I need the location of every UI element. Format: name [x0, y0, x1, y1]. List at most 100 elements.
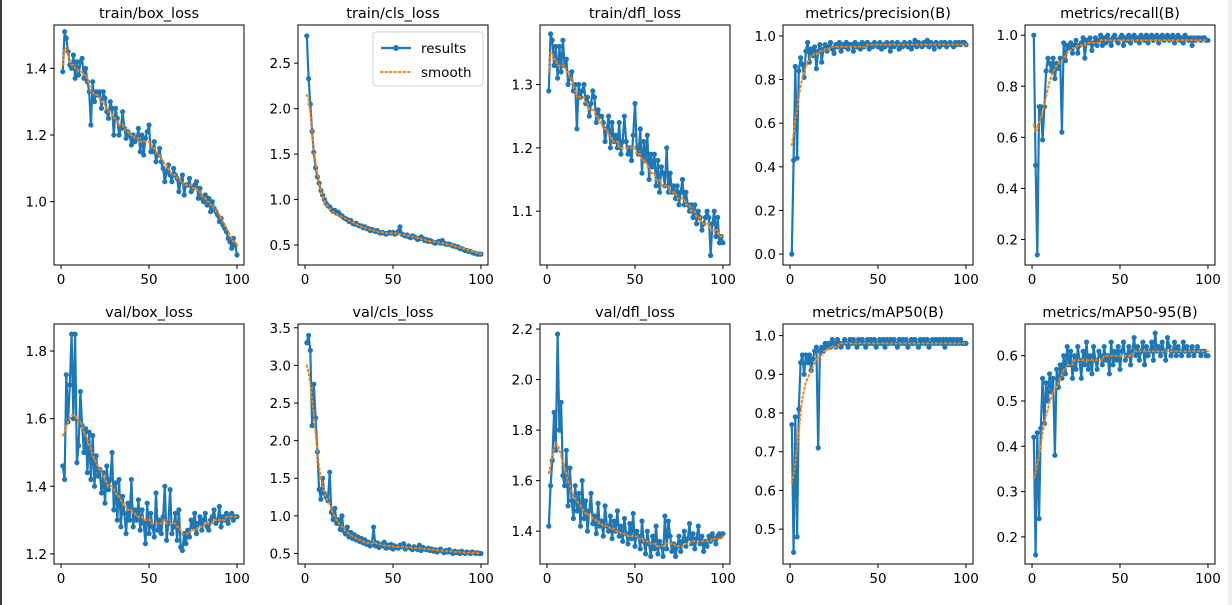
results-point	[158, 531, 164, 537]
results-point	[660, 170, 666, 176]
results-point	[664, 546, 670, 552]
results-point	[616, 533, 622, 539]
results-point	[153, 159, 159, 165]
results-point	[202, 192, 208, 198]
results-point	[1128, 40, 1134, 46]
results-point	[1179, 353, 1185, 359]
chart-panel: val/box_loss 0 50 100 1.2 1.4 1.6 1.8	[26, 305, 250, 587]
results-point	[227, 239, 233, 245]
results-point	[908, 46, 915, 52]
results-point	[1047, 371, 1053, 377]
results-point	[1055, 65, 1061, 71]
plot-area	[304, 332, 484, 557]
results-point	[591, 513, 598, 519]
results-point	[713, 233, 719, 240]
results-point	[658, 164, 665, 170]
results-point	[132, 507, 138, 513]
y-tick-label: 2.0	[512, 373, 533, 389]
results-point	[553, 447, 559, 453]
results-point	[309, 423, 315, 429]
results-point	[713, 541, 719, 547]
results-point	[655, 551, 661, 557]
results-point	[625, 151, 631, 157]
results-point	[1115, 344, 1121, 350]
results-point	[98, 105, 105, 111]
results-point	[590, 88, 596, 94]
results-point	[709, 221, 716, 227]
results-point	[141, 152, 147, 158]
results-point	[1048, 68, 1054, 74]
legend: results smooth	[372, 31, 484, 87]
results-point	[1031, 32, 1037, 38]
y-tick-label: 1.5	[270, 147, 291, 163]
results-point	[200, 517, 207, 523]
results-point	[644, 528, 650, 534]
results-point	[90, 79, 96, 85]
results-point	[88, 476, 94, 483]
results-point	[1117, 366, 1123, 372]
results-point	[116, 476, 122, 483]
results-point	[551, 409, 557, 415]
results-point	[850, 336, 857, 343]
results-point	[646, 176, 652, 183]
results-point	[330, 517, 336, 523]
results-point	[104, 109, 110, 115]
results-point	[579, 478, 585, 484]
smooth-line	[61, 414, 238, 535]
results-point	[164, 537, 170, 543]
results-point	[186, 175, 193, 181]
results-point	[584, 528, 591, 534]
results-point	[1156, 40, 1162, 46]
results-point	[1059, 129, 1065, 135]
results-point	[679, 176, 686, 183]
results-point	[699, 533, 705, 539]
results-point	[805, 360, 811, 366]
y-tick-label: 0.7	[755, 445, 776, 461]
x-tick-label: 100	[224, 571, 250, 587]
results-point	[1038, 104, 1044, 110]
results-point	[169, 531, 175, 537]
results-point	[817, 348, 823, 354]
x-tick-label: 100	[224, 272, 250, 288]
legend-smooth-label: smooth	[421, 65, 472, 81]
results-point	[602, 503, 608, 509]
results-point	[149, 149, 156, 155]
results-point	[1036, 516, 1042, 522]
results-point	[304, 33, 310, 39]
results-point	[701, 548, 707, 555]
results-point	[102, 500, 108, 506]
x-tick-label: 50	[869, 571, 886, 587]
results-point	[628, 157, 635, 164]
y-tick-label: 2.0	[270, 434, 291, 450]
axes-frame	[297, 323, 489, 565]
results-point	[630, 132, 636, 138]
results-point	[197, 185, 203, 191]
smooth-line	[790, 342, 967, 484]
results-point	[922, 340, 929, 346]
results-point	[1136, 357, 1142, 363]
results-point	[810, 356, 816, 362]
results-point	[606, 113, 612, 119]
y-tick-label: 2.5	[270, 396, 291, 412]
y-tick-label: 1.0	[26, 195, 47, 211]
results-point	[676, 533, 682, 539]
results-point	[91, 99, 98, 105]
y-tick-label: 1.6	[512, 474, 533, 490]
results-point	[609, 119, 615, 126]
results-point	[1136, 40, 1142, 46]
results-point	[1087, 353, 1093, 359]
results-point	[789, 422, 795, 428]
results-point	[304, 340, 310, 346]
results-point	[558, 399, 564, 405]
results-point	[915, 344, 922, 350]
results-point	[591, 94, 598, 100]
results-point	[894, 344, 901, 350]
results-point	[1108, 339, 1114, 345]
results-point	[720, 240, 726, 246]
results-point	[1038, 425, 1044, 431]
results-point	[316, 486, 322, 493]
y-tick-label: 0.5	[997, 394, 1018, 410]
results-point	[574, 508, 580, 514]
results-point	[60, 463, 66, 469]
results-point	[704, 208, 710, 214]
